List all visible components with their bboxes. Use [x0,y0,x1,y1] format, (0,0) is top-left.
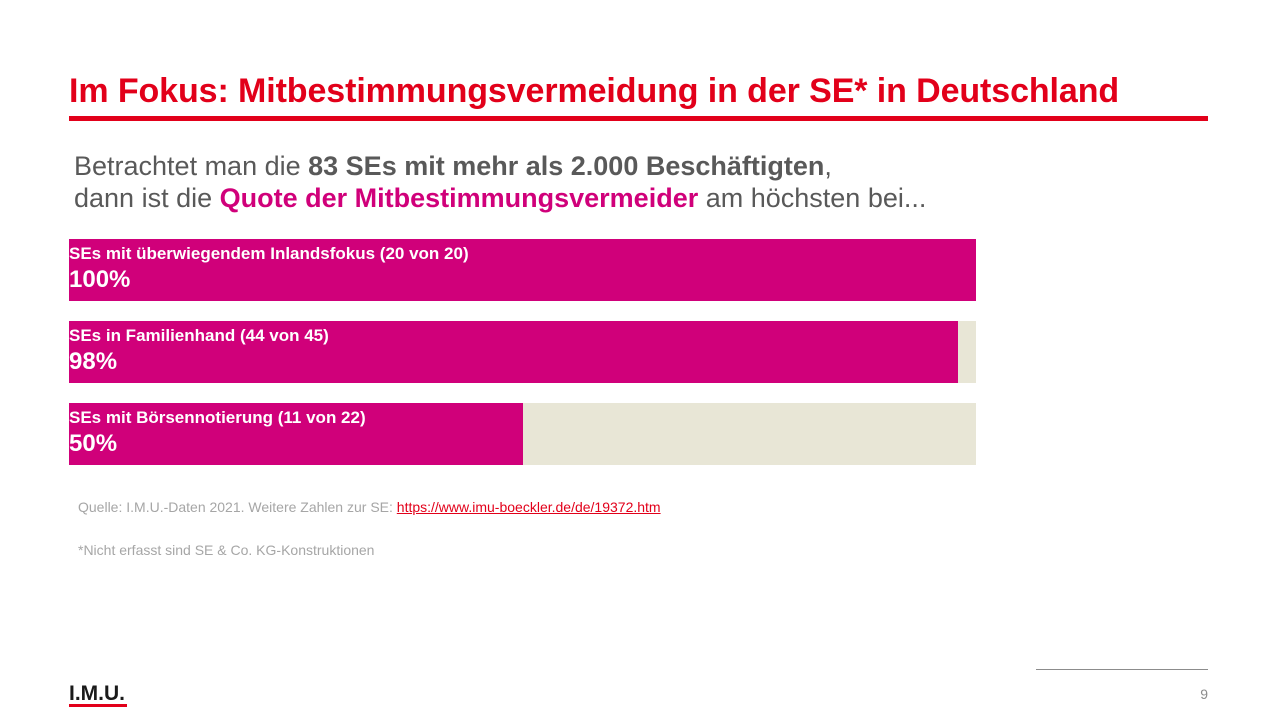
bar-value-label: 100% [69,266,131,293]
title-underline [69,116,1208,121]
subtitle-line2-accent: Quote der Mitbestimmungsvermeider [219,183,699,213]
source-link[interactable]: https://www.imu-boeckler.de/de/19372.htm [396,499,661,515]
footer-rule [1036,669,1208,670]
subtitle-line2-pre: dann ist die [74,183,220,213]
bar-chart: SEs mit überwiegendem Inlandsfokus (20 v… [69,239,976,469]
bar-row: SEs mit Börsennotierung (11 von 22) 50% [69,403,976,465]
slide-title: Im Fokus: Mitbestimmungsvermeidung in de… [69,72,1120,110]
subtitle-line-1: Betrachtet man die 83 SEs mit mehr als 2… [74,150,1174,182]
subtitle-line2-post: am höchsten bei... [698,183,927,213]
source-note: Quelle: I.M.U.-Daten 2021. Weitere Zahle… [78,499,661,515]
bar-fill [69,403,523,465]
bar-row: SEs in Familienhand (44 von 45) 98% [69,321,976,383]
bar-category-label: SEs in Familienhand (44 von 45) [69,326,329,345]
imu-logo: I.M.U. [69,682,125,705]
bar-value-label: 50% [69,430,118,457]
bar-fill [69,321,958,383]
bar-category-label: SEs mit überwiegendem Inlandsfokus (20 v… [69,244,469,263]
bar-value-label: 98% [69,348,118,375]
bar-row: SEs mit überwiegendem Inlandsfokus (20 v… [69,239,976,301]
source-prefix: Quelle: I.M.U.-Daten 2021. Weitere Zahle… [78,499,397,515]
subtitle-line1-pre: Betrachtet man die [74,151,309,181]
subtitle-line-2: dann ist die Quote der Mitbestimmungsver… [74,182,1174,214]
footnote: *Nicht erfasst sind SE & Co. KG-Konstruk… [78,542,375,558]
bar-category-label: SEs mit Börsennotierung (11 von 22) [69,408,366,427]
page-number: 9 [1200,686,1208,702]
bar-fill [69,239,976,301]
subtitle-line1-post: , [824,151,832,181]
logo-underline [69,704,127,707]
subtitle: Betrachtet man die 83 SEs mit mehr als 2… [74,150,1174,214]
subtitle-line1-bold: 83 SEs mit mehr als 2.000 Beschäftigten [308,151,825,181]
